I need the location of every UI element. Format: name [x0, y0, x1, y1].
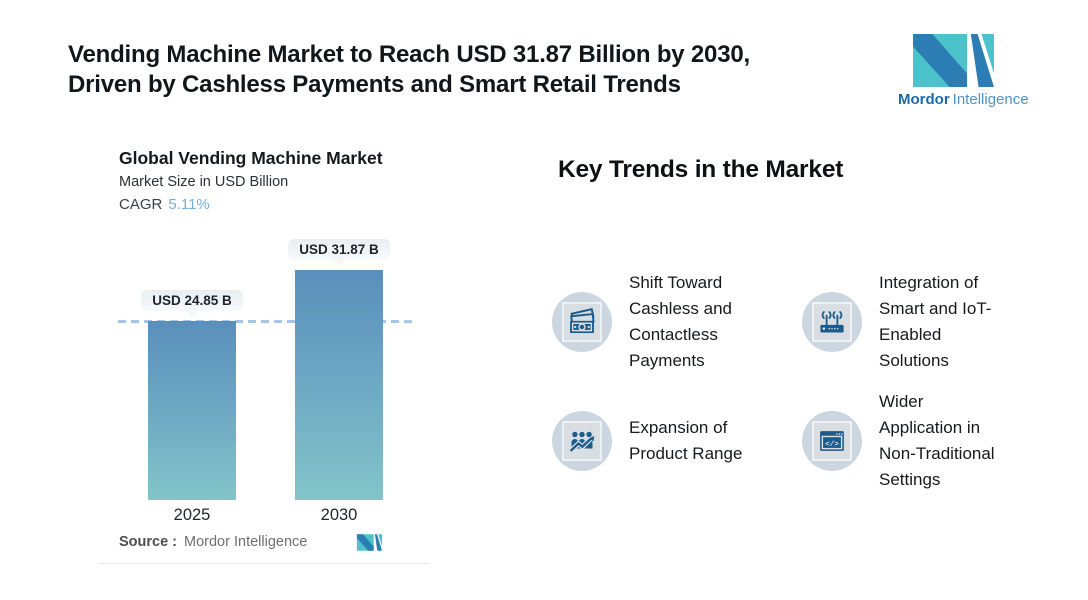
- brand-name-bold: Mordor: [898, 91, 950, 108]
- x-axis-label-2030: 2030: [320, 506, 358, 524]
- trend-label: Expansion of Product Range: [629, 418, 743, 463]
- product-range-icon: [562, 421, 602, 461]
- trend-icon-circle: </>: [802, 411, 862, 471]
- brand-name: Mordor Intelligence: [898, 91, 1029, 108]
- bar-value-label-2030: USD 31.87 B: [288, 239, 390, 260]
- bar-value-label-2025: USD 24.85 B: [141, 290, 243, 311]
- cagr-label: CAGR: [119, 196, 163, 213]
- cagr-row: CAGR 5.11%: [119, 196, 210, 213]
- source-mini-logo-icon: [356, 534, 383, 551]
- iot-router-icon: [812, 302, 852, 342]
- trend-icon-circle: [552, 292, 612, 352]
- page-title: Vending Machine Market to Reach USD 31.8…: [68, 41, 750, 98]
- market-chart-card: Global Vending Machine Market Market Siz…: [100, 130, 432, 572]
- non-traditional-settings-icon: </>: [812, 421, 852, 461]
- reference-dashed-line: [118, 320, 415, 323]
- cagr-value: 5.11%: [168, 196, 210, 213]
- trend-label: Integration of Smart and IoT- Enabled So…: [879, 273, 992, 370]
- bar-2030: [295, 270, 383, 500]
- x-axis-label-2025: 2025: [173, 506, 211, 524]
- svg-text:</>: </>: [825, 441, 839, 449]
- card-bottom-divider: [100, 563, 428, 564]
- trends-heading: Key Trends in the Market: [558, 156, 844, 183]
- chart-subtitle: Market Size in USD Billion: [119, 174, 289, 190]
- chart-title: Global Vending Machine Market: [119, 148, 383, 168]
- trend-item-product-range: Expansion of Product Range: [552, 389, 802, 493]
- bar-2025: [148, 321, 236, 500]
- trend-item-cashless-payments: Shift Toward Cashless and Contactless Pa…: [552, 270, 802, 374]
- brand-logo: Mordor Intelligence: [898, 34, 1029, 108]
- bar-value-callout: USD 24.85 B: [141, 290, 243, 311]
- source-attribution: Source : Mordor Intelligence: [119, 534, 307, 550]
- mordor-intelligence-logo-icon: [912, 34, 994, 87]
- source-label: Source :: [119, 534, 178, 550]
- trend-icon-circle: [552, 411, 612, 471]
- trend-label: Wider Application in Non-Traditional Set…: [879, 392, 995, 489]
- trend-item-non-traditional-settings: </> Wider Application in Non-Traditional…: [802, 389, 1052, 493]
- bar-chart-plot: USD 24.85 B USD 31.87 B 2025 2030: [118, 239, 418, 524]
- source-value: Mordor Intelligence: [184, 534, 308, 550]
- cash-payments-icon: [562, 302, 602, 342]
- trend-label: Shift Toward Cashless and Contactless Pa…: [629, 273, 733, 370]
- trends-grid: Shift Toward Cashless and Contactless Pa…: [552, 270, 1052, 493]
- trend-item-iot-solutions: Integration of Smart and IoT- Enabled So…: [802, 270, 1052, 374]
- bar-value-callout: USD 31.87 B: [288, 239, 390, 260]
- trend-icon-circle: [802, 292, 862, 352]
- brand-name-light: Intelligence: [952, 91, 1029, 108]
